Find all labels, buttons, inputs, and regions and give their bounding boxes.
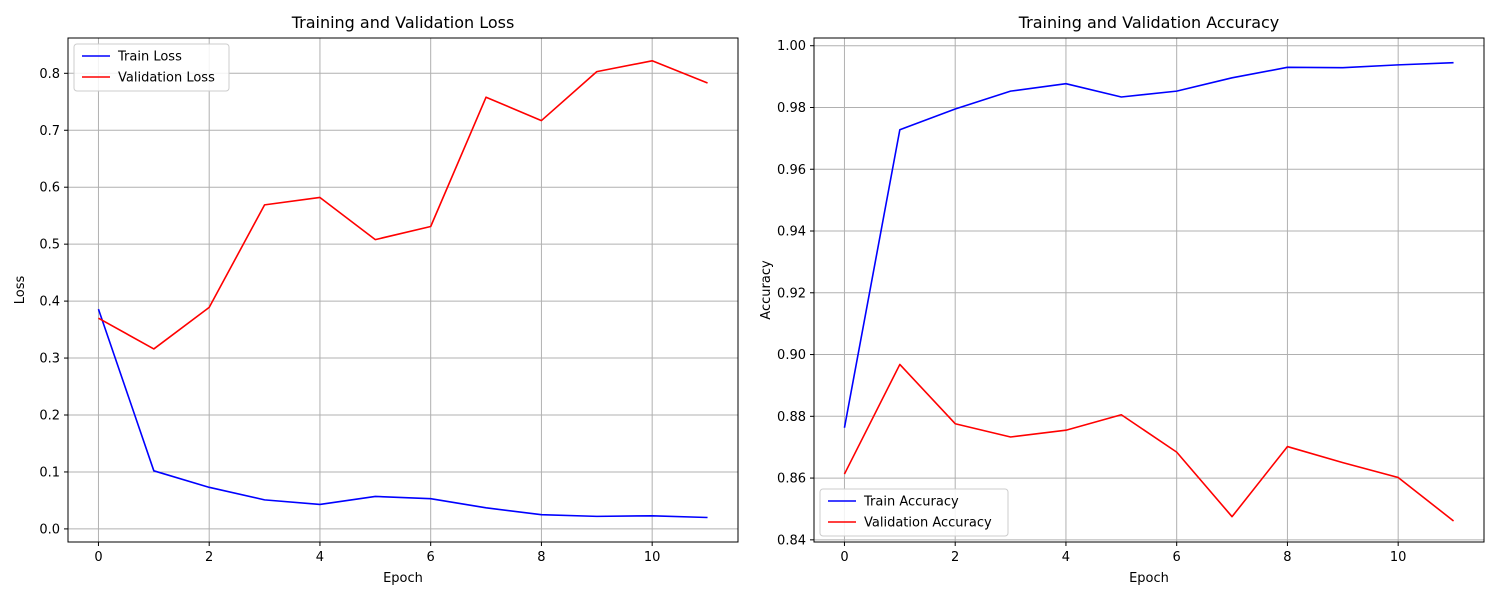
chart2-y-axis-label: Accuracy	[759, 260, 774, 320]
chart1-y-tick-label: 0.3	[39, 352, 60, 367]
chart1-x-tick-label: 4	[316, 550, 324, 565]
chart1-y-tick-label: 0.7	[39, 124, 60, 139]
chart2-legend-label: Validation Accuracy	[864, 516, 992, 531]
chart2-y-tick-label: 0.88	[777, 410, 806, 425]
chart2-title: Training and Validation Accuracy	[1018, 13, 1280, 32]
chart2-x-tick-label: 10	[1390, 550, 1407, 565]
chart2-y-tick-label: 0.92	[777, 286, 806, 301]
chart1-y-tick-label: 0.1	[39, 465, 60, 480]
chart1-y-tick-label: 0.6	[39, 181, 60, 196]
chart1-legend-label: Validation Loss	[118, 71, 215, 86]
chart1-y-tick-label: 0.5	[39, 238, 60, 253]
chart1-axes-frame	[67, 37, 739, 543]
chart2-x-tick-label: 6	[1173, 550, 1181, 565]
chart1-x-tick-label: 2	[205, 550, 213, 565]
chart1-y-tick-label: 0.0	[39, 522, 60, 537]
chart1-x-tick-label: 8	[537, 550, 545, 565]
chart2-legend-label: Train Accuracy	[863, 495, 959, 510]
chart2-y-tick-label: 0.98	[777, 101, 806, 116]
chart1-y-tick-label: 0.8	[39, 67, 60, 82]
chart2-series-validation-accuracy	[843, 363, 1455, 522]
chart1-series-train-loss	[97, 308, 708, 519]
chart2-panel: 0 2 4 6 8 10 0.84 0.86 0.88 0.90 0.92 0.94 0.96 0.98 1…	[759, 13, 1485, 586]
chart2-y-tick-label: 1.00	[777, 39, 806, 54]
chart1-y-axis-label: Loss	[13, 276, 28, 305]
chart2-x-tick-label: 4	[1062, 550, 1070, 565]
chart1-y-tick-label: 0.2	[39, 409, 60, 424]
chart2-y-tick-label: 0.90	[777, 348, 806, 363]
chart2-y-tick-label: 0.94	[777, 225, 806, 240]
chart2-x-tick-label: 0	[840, 550, 848, 565]
chart1-panel: 0 2 4 6 8 10 0.0 0.1 0.2 0.3 0.4 0.5 0.6 0.7 0.8 Traini…	[13, 13, 739, 586]
chart2-y-tick-label: 0.96	[777, 163, 806, 178]
chart1-series-validation-loss	[98, 59, 708, 350]
chart2-legend-box	[819, 488, 1009, 537]
chart1-x-tick-label: 10	[644, 550, 661, 565]
chart2-legend: Train Accuracy Validation Accuracy	[819, 488, 1009, 537]
chart2-y-tick-label: 0.86	[777, 472, 806, 487]
chart1-legend-label: Train Loss	[117, 50, 182, 65]
chart2-y-tick-label: 0.84	[777, 533, 806, 548]
chart1-legend-box	[73, 43, 230, 92]
chart1-y-tick-label: 0.4	[39, 295, 60, 310]
chart1-x-tick-label: 6	[427, 550, 435, 565]
chart1-title: Training and Validation Loss	[291, 13, 515, 32]
chart2-series-train-accuracy	[843, 61, 1454, 428]
chart1-legend: Train Loss Validation Loss	[73, 43, 230, 92]
chart2-x-tick-label: 2	[951, 550, 959, 565]
chart1-x-axis-label: Epoch	[383, 571, 423, 586]
chart2-axes-frame	[813, 37, 1485, 543]
chart2-x-tick-label: 8	[1283, 550, 1291, 565]
chart1-x-tick-label: 0	[94, 550, 102, 565]
chart2-x-axis-label: Epoch	[1129, 571, 1169, 586]
